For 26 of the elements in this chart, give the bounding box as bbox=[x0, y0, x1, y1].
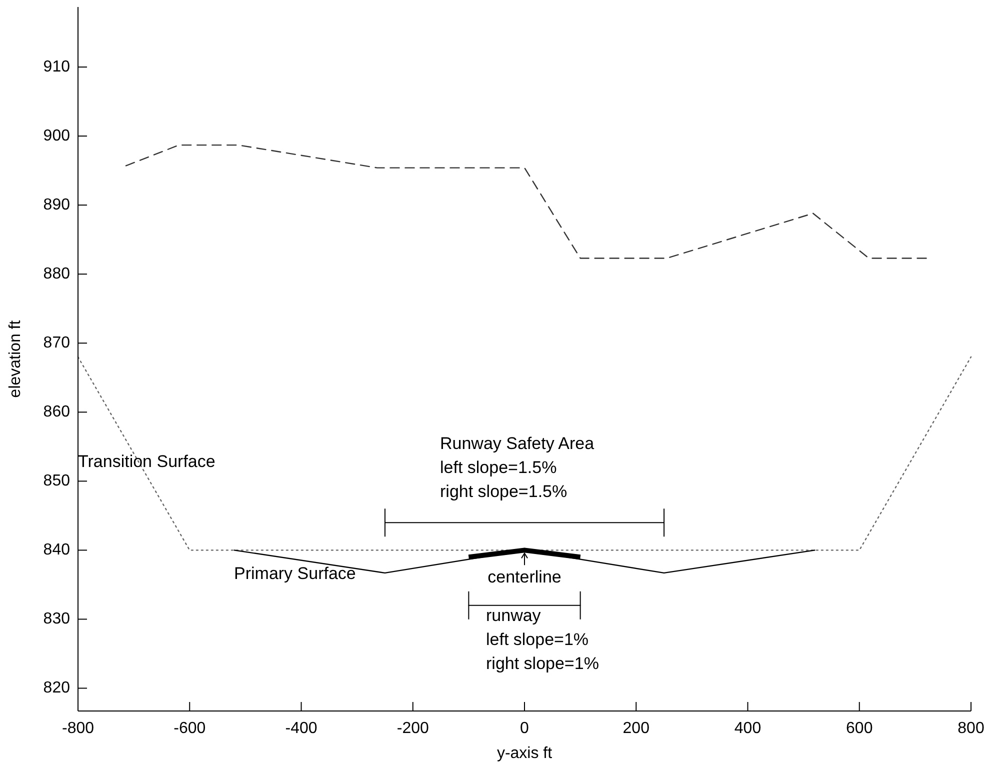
y-tick-label: 900 bbox=[43, 127, 70, 144]
x-tick-label: 200 bbox=[622, 720, 650, 738]
annotation: runway left slope=1% right slope=1% bbox=[486, 606, 599, 674]
annotation: Primary Surface bbox=[234, 564, 356, 584]
annotation: Runway Safety Area left slope=1.5% right slope=1.5% bbox=[440, 434, 595, 502]
y-tick-label: 840 bbox=[43, 541, 70, 558]
y-tick-label: 870 bbox=[43, 334, 70, 352]
x-tick-label: -200 bbox=[396, 720, 429, 738]
x-tick-label: -600 bbox=[174, 720, 206, 738]
annotation: Transition Surface bbox=[78, 452, 216, 472]
y-tick-label: 820 bbox=[43, 679, 70, 696]
y-axis-title: elevation ft bbox=[7, 320, 24, 398]
y-tick-label: 830 bbox=[43, 610, 70, 628]
y-tick-label: 880 bbox=[43, 265, 70, 282]
x-tick-label: -800 bbox=[62, 720, 94, 738]
y-tick-label: 850 bbox=[43, 472, 70, 490]
x-tick-label: 0 bbox=[520, 720, 530, 738]
y-tick-label: 910 bbox=[43, 58, 70, 76]
x-tick-label: -400 bbox=[285, 720, 318, 738]
annotation: centerline bbox=[488, 568, 562, 587]
y-tick-label: 890 bbox=[43, 196, 70, 214]
x-tick-label: 600 bbox=[846, 720, 873, 738]
y-tick-label: 860 bbox=[43, 403, 70, 420]
x-tick-label: 800 bbox=[958, 720, 984, 738]
x-tick-label: 400 bbox=[734, 720, 762, 738]
x-axis-title: y-axis ft bbox=[496, 745, 553, 762]
